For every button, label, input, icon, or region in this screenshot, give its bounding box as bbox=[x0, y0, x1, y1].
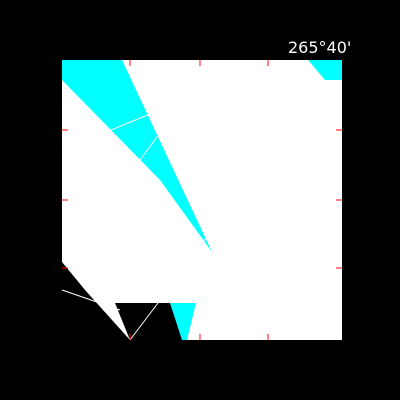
dark-region-left bbox=[62, 262, 130, 340]
label-bottom-2: 15' bbox=[120, 347, 139, 361]
label-left-2: 0°00' bbox=[28, 192, 60, 206]
label-top-center: 265°00' bbox=[130, 40, 177, 54]
gridline bbox=[199, 231, 213, 246]
tick-marks bbox=[62, 60, 342, 340]
water-bottom bbox=[170, 303, 196, 340]
label-bottom-4: 265°15' bbox=[244, 347, 291, 361]
label-bottom-3: 00' bbox=[192, 347, 211, 361]
label-left-1: 0°15' bbox=[8, 122, 40, 136]
gridline bbox=[61, 109, 161, 151]
gridline bbox=[139, 129, 163, 161]
label-left-3: -0°15' bbox=[2, 261, 39, 275]
gridline bbox=[129, 302, 159, 341]
label-right-1: -28°4 bbox=[346, 179, 379, 193]
label-bottom-1: 0°30' bbox=[38, 347, 70, 361]
dark-region-bottom bbox=[115, 303, 185, 340]
gridline bbox=[61, 289, 121, 311]
label-top-right: 265°40' bbox=[288, 38, 351, 57]
water-corner-top-right bbox=[308, 60, 342, 80]
water-wedge-main bbox=[62, 60, 212, 252]
